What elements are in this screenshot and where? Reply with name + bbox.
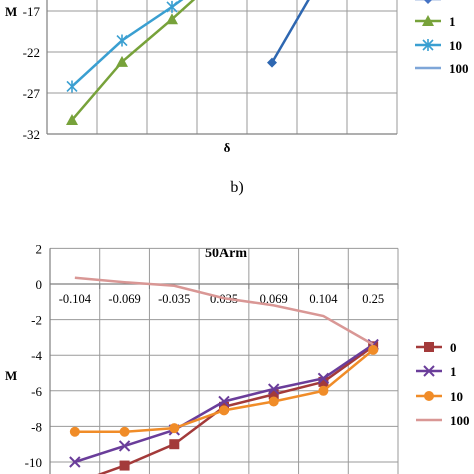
data-point <box>166 13 178 25</box>
data-point <box>69 426 80 437</box>
y-axis-label: M <box>5 4 17 19</box>
legend-marker <box>422 39 434 51</box>
x-tick-label: -0.104 <box>59 292 92 306</box>
data-point <box>166 0 178 13</box>
y-axis-label: M <box>5 368 17 383</box>
data-point <box>66 114 78 126</box>
x-tick-label: 0.104 <box>309 292 338 306</box>
legend-marker <box>424 391 434 401</box>
legend-label: 1 <box>449 14 456 29</box>
legend-label: 0 <box>450 340 457 355</box>
legend-label: 100 <box>450 413 470 428</box>
y-tick-label: -6 <box>31 384 42 399</box>
data-point <box>268 389 279 400</box>
data-point <box>119 426 130 437</box>
y-tick-label: -17 <box>23 4 41 19</box>
series-group <box>66 0 310 126</box>
data-point <box>116 34 128 47</box>
chart-panel-a: -32 -27 -22 -17 Mδ 1 10 100 <box>5 0 469 155</box>
data-point <box>66 80 78 93</box>
data-point <box>219 405 229 416</box>
legend-label: 10 <box>450 389 463 404</box>
y-tick-label: -27 <box>23 86 41 101</box>
data-point <box>169 423 180 434</box>
legend-marker <box>424 342 434 352</box>
legend-label: 1 <box>450 364 457 379</box>
series-line <box>270 0 310 64</box>
data-point <box>268 396 279 407</box>
data-point <box>218 395 230 408</box>
legend-label: 100 <box>449 61 469 76</box>
y-tick-label: 0 <box>36 277 43 292</box>
chart-panel-b: b) 50Arm 2 0 -2 -4 -6 -8 -10 -0.104 -0.069 -0.035 0.… <box>5 179 470 474</box>
series-line <box>71 0 196 121</box>
data-point <box>169 439 180 450</box>
data-point <box>119 460 130 471</box>
data-point <box>69 456 81 468</box>
series-line <box>71 0 184 88</box>
y-tick-label: -32 <box>23 127 40 142</box>
x-tick-label: 0.25 <box>362 292 384 306</box>
x-tick-label: 0.069 <box>260 292 288 306</box>
data-point <box>368 344 379 355</box>
y-tick-label: -2 <box>31 313 42 328</box>
data-point <box>267 57 277 68</box>
y-tick-label: -22 <box>23 45 40 60</box>
series-line <box>74 276 374 346</box>
y-tick-label: -4 <box>31 348 42 363</box>
data-point <box>118 440 131 452</box>
legend-marker <box>422 15 434 26</box>
y-tick-label: 2 <box>36 241 43 256</box>
legend-marker <box>424 0 432 4</box>
y-tick-label: -8 <box>31 419 42 434</box>
x-tick-label: -0.069 <box>108 292 140 306</box>
data-point <box>317 372 330 385</box>
x-axis-label: δ <box>224 140 231 155</box>
panel-label: b) <box>230 179 243 196</box>
x-tick-label: -0.035 <box>158 292 190 306</box>
data-point <box>318 385 329 396</box>
data-point <box>318 376 329 387</box>
chart-title: 50Arm <box>205 246 247 261</box>
data-point <box>268 383 280 395</box>
legend-marker <box>423 365 435 377</box>
legend-label: 10 <box>449 38 462 53</box>
data-point <box>116 55 128 67</box>
y-tick-label: -10 <box>25 455 42 470</box>
